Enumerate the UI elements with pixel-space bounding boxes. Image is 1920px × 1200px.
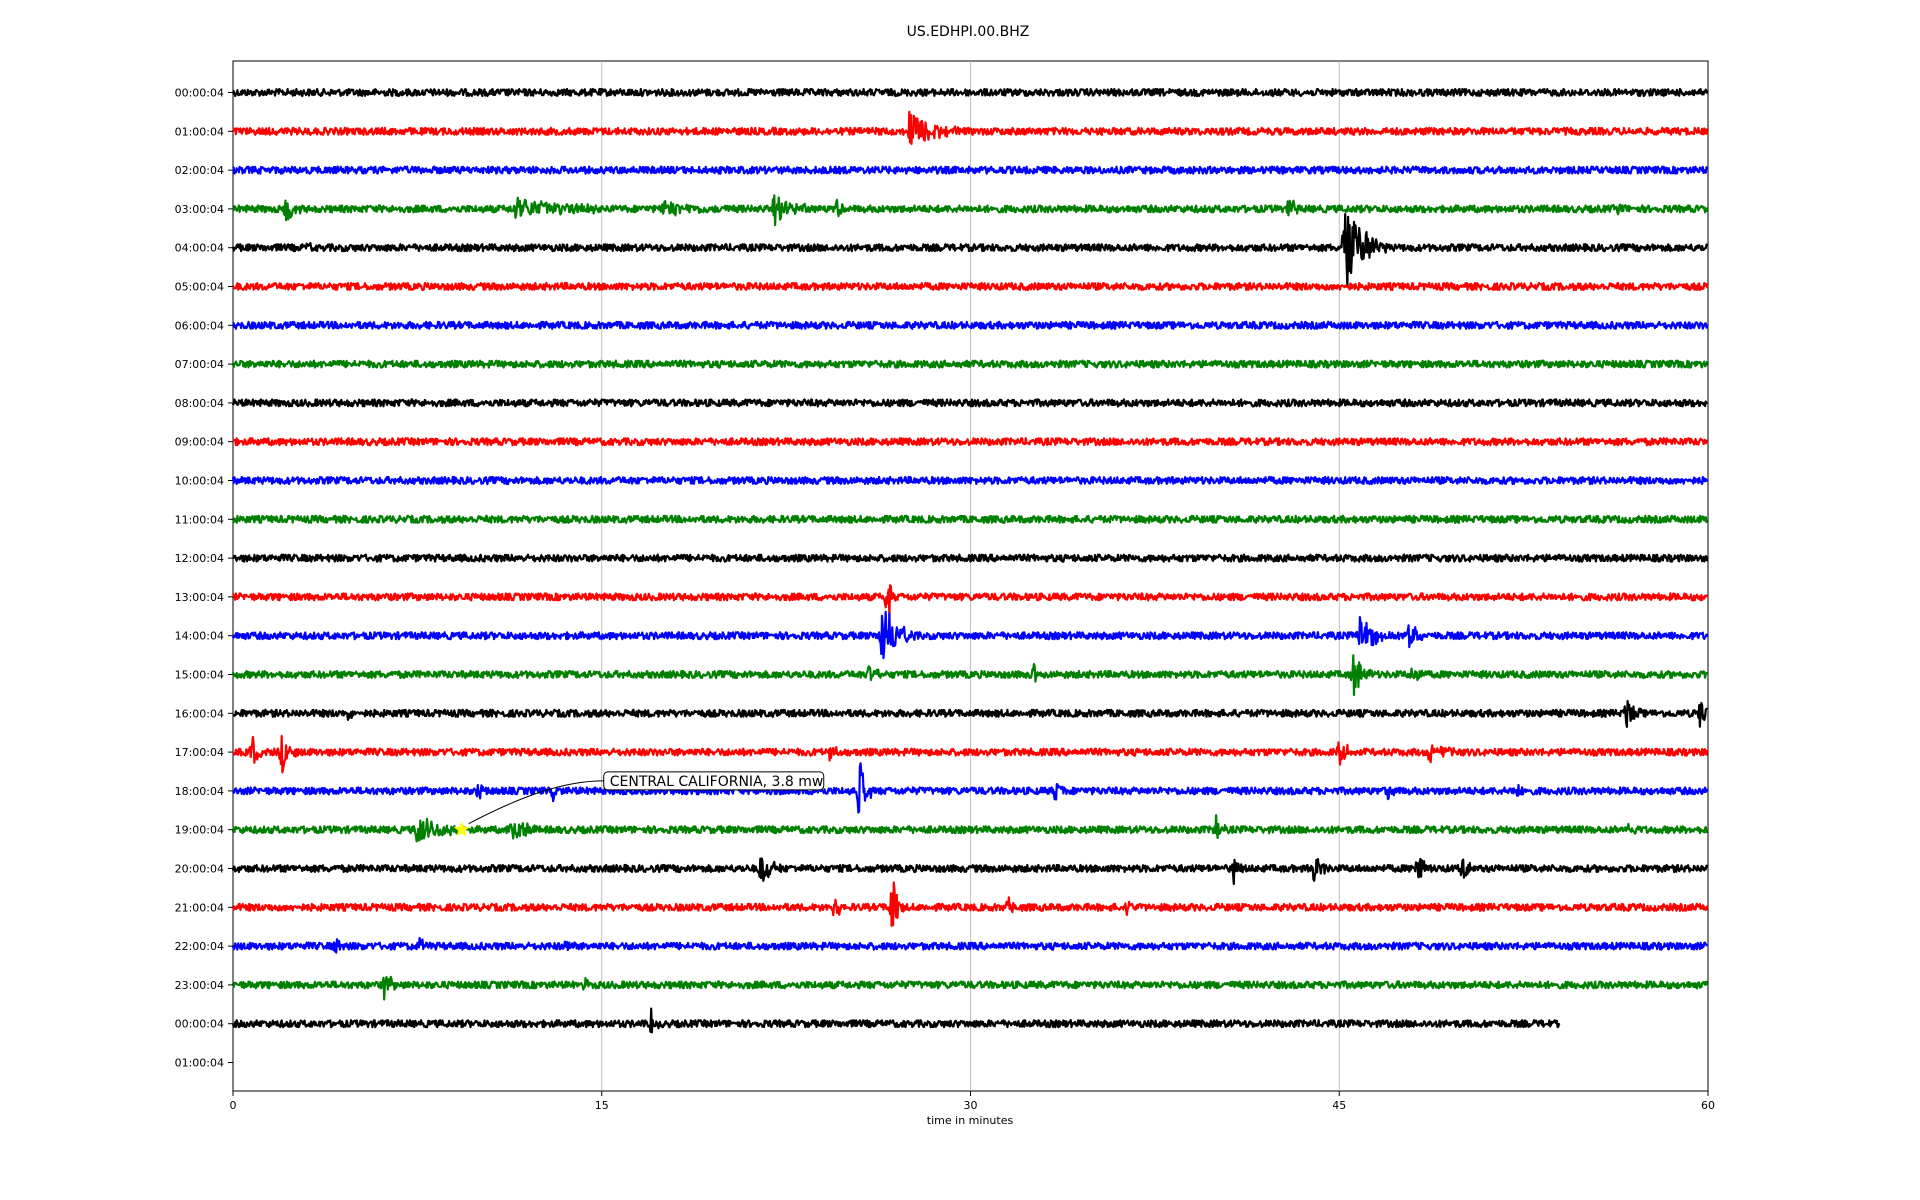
trace-group	[231, 87, 1709, 1034]
row-label: 19:00:04	[175, 824, 224, 837]
row-label: 20:00:04	[175, 863, 224, 876]
seismic-trace	[231, 857, 1709, 886]
seismic-trace	[231, 975, 1709, 1001]
seismic-trace	[231, 936, 1708, 954]
seismic-trace	[231, 553, 1709, 563]
row-label: 13:00:04	[175, 591, 224, 604]
seismic-trace	[232, 165, 1709, 175]
seismic-trace	[231, 1007, 1561, 1034]
row-label: 09:00:04	[175, 436, 224, 449]
row-label: 00:00:04	[175, 87, 224, 100]
row-label: 15:00:04	[175, 669, 224, 682]
x-tick-label: 0	[230, 1099, 237, 1112]
row-label: 12:00:04	[175, 552, 224, 565]
seismic-trace	[231, 475, 1709, 486]
seismic-trace	[232, 700, 1708, 728]
event-annotation: CENTRAL CALIFORNIA, 3.8 mw	[453, 771, 825, 837]
row-label: 11:00:04	[175, 513, 224, 526]
seismic-trace	[231, 213, 1709, 289]
row-label: 00:00:04	[175, 1018, 224, 1031]
seismic-trace	[232, 194, 1709, 227]
row-label: 08:00:04	[175, 397, 224, 410]
seismic-trace	[232, 762, 1709, 814]
row-label: 07:00:04	[175, 358, 224, 371]
seismic-trace	[231, 654, 1709, 697]
x-axis-label: time in minutes	[927, 1114, 1014, 1127]
vertical-gridlines	[601, 61, 1340, 1091]
seismic-trace	[231, 584, 1708, 618]
seismic-trace	[231, 398, 1708, 408]
row-label: 05:00:04	[175, 281, 224, 294]
row-label: 06:00:04	[175, 319, 224, 332]
seismic-trace	[231, 814, 1709, 843]
annotation-box	[603, 771, 825, 791]
row-label: 23:00:04	[175, 979, 224, 992]
seismic-trace	[232, 514, 1708, 524]
seismic-trace	[231, 610, 1709, 660]
annotation-label: CENTRAL CALIFORNIA, 3.8 mw	[610, 774, 824, 790]
x-tick-label: 60	[1701, 1099, 1715, 1112]
seismic-trace	[232, 437, 1708, 447]
row-label: 04:00:04	[175, 242, 224, 255]
x-axis: 0 15 30 45 60	[230, 1091, 1715, 1112]
event-star-marker	[453, 821, 470, 837]
row-label: 16:00:04	[175, 707, 224, 720]
seismic-trace	[232, 734, 1709, 774]
seismic-trace	[231, 881, 1709, 927]
seismic-trace	[232, 320, 1709, 330]
row-label: 10:00:04	[175, 475, 224, 488]
annotation-connector	[468, 780, 604, 825]
row-label: 14:00:04	[175, 630, 224, 643]
chart-title: US.EDHPI.00.BHZ	[907, 24, 1030, 40]
row-label: 18:00:04	[175, 785, 224, 798]
row-label: 17:00:04	[175, 746, 224, 759]
row-label: 02:00:04	[175, 164, 224, 177]
seismic-trace	[231, 87, 1709, 98]
row-label: 21:00:04	[175, 901, 224, 914]
seismic-trace	[231, 281, 1709, 292]
x-tick-label: 15	[595, 1099, 609, 1112]
x-tick-label: 45	[1332, 1099, 1346, 1112]
row-label: 22:00:04	[175, 940, 224, 953]
row-labels: 00:00:04 01:00:04 02:00:04 03:00:04 04:00:04…	[175, 87, 233, 1070]
seismic-trace	[231, 359, 1709, 369]
x-tick-label: 30	[964, 1099, 978, 1112]
row-label: 03:00:04	[175, 203, 224, 216]
row-label: 01:00:04	[175, 125, 224, 138]
seismic-trace	[231, 110, 1709, 145]
row-label: 01:00:04	[175, 1057, 224, 1070]
